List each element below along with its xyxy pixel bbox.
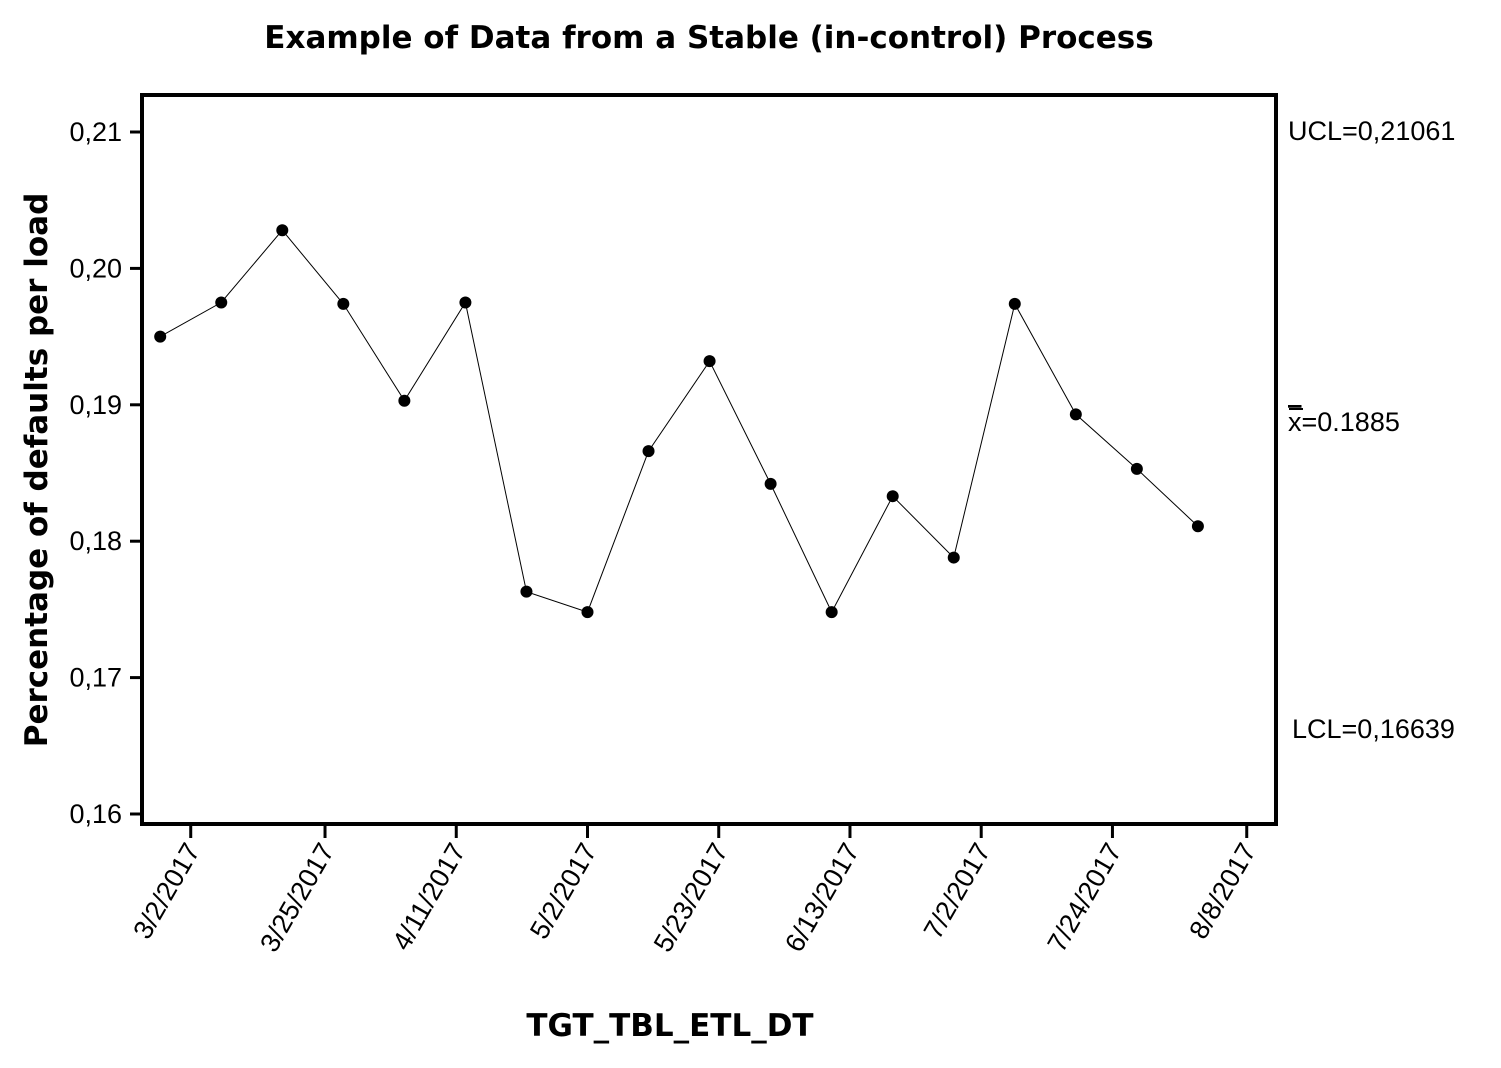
data-point-14 bbox=[947, 551, 960, 564]
data-point-16 bbox=[1069, 408, 1082, 421]
data-point-2 bbox=[215, 296, 228, 309]
y-tick-label-1: 0,16 bbox=[69, 799, 122, 829]
x-tick-label-5: 5/23/2017 bbox=[648, 838, 734, 957]
x-tick-label-6: 6/13/2017 bbox=[779, 838, 865, 957]
reference-lines bbox=[160, 121, 1245, 730]
x-axis-title: TGT_TBL_ETL_DT bbox=[526, 1008, 813, 1044]
data-point-6 bbox=[459, 296, 472, 309]
data-point-10 bbox=[703, 355, 716, 368]
y-tick-label-6: 0,21 bbox=[69, 117, 122, 147]
x-axis: 3/2/2017 3/25/2017 4/11/2017 5/2/2017 5/23/2… bbox=[127, 824, 1262, 957]
plot-frame bbox=[140, 93, 1278, 826]
y-tick-label-5: 0,20 bbox=[69, 253, 122, 283]
data-point-5 bbox=[398, 394, 411, 407]
x-tick-label-4: 5/2/2017 bbox=[524, 838, 603, 944]
data-point-15 bbox=[1008, 297, 1021, 310]
x-tick-label-3: 4/11/2017 bbox=[386, 838, 471, 955]
data-point-11 bbox=[764, 477, 777, 490]
data-point-9 bbox=[642, 445, 655, 458]
y-tick-label-4: 0,19 bbox=[69, 390, 122, 420]
series-line bbox=[159, 229, 1199, 614]
data-point-7 bbox=[520, 585, 533, 598]
chart-title: Example of Data from a Stable (in-contro… bbox=[264, 20, 1153, 56]
y-axis: 0,16 0,17 0,18 0,19 0,20 0,21 bbox=[69, 117, 142, 829]
x-tick-label-7: 7/2/2017 bbox=[918, 838, 997, 944]
reference-labels: UCL=0,21061 x=0.1885 LCL=0,16639 bbox=[1288, 116, 1455, 744]
y-tick-label-2: 0,17 bbox=[69, 663, 122, 693]
ref-label-ucl: UCL=0,21061 bbox=[1288, 116, 1455, 146]
x-tick-label-2: 3/25/2017 bbox=[254, 838, 340, 957]
x-tick-label-1: 3/2/2017 bbox=[127, 838, 206, 944]
data-point-3 bbox=[276, 224, 289, 237]
y-axis-title: Percentage of defaults per load bbox=[19, 193, 55, 748]
ref-label-lcl: LCL=0,16639 bbox=[1292, 714, 1455, 744]
data-point-8 bbox=[581, 606, 594, 619]
data-point-1 bbox=[154, 330, 167, 343]
series-line-group bbox=[159, 229, 1199, 614]
data-point-13 bbox=[886, 490, 899, 503]
x-tick-label-8: 7/24/2017 bbox=[1042, 838, 1128, 957]
mean-value: =0.1885 bbox=[1302, 407, 1400, 437]
y-tick-label-3: 0,18 bbox=[69, 526, 122, 556]
data-point-18 bbox=[1191, 520, 1204, 533]
data-point-4 bbox=[337, 297, 350, 310]
x-tick-label-9: 8/8/2017 bbox=[1183, 838, 1262, 944]
ref-label-mean: x=0.1885 bbox=[1288, 407, 1400, 437]
data-point-17 bbox=[1130, 462, 1143, 475]
data-points bbox=[154, 224, 1204, 619]
xbar-symbol: x bbox=[1288, 407, 1302, 437]
data-point-12 bbox=[825, 606, 838, 619]
